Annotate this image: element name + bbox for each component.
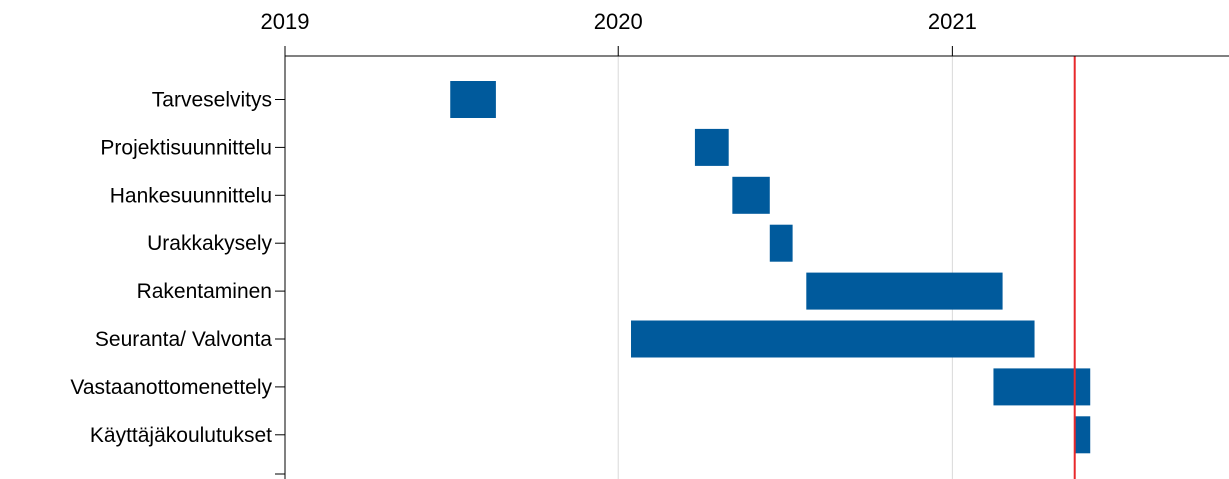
task-bar: [450, 81, 496, 118]
axes: [275, 55, 1229, 479]
task-bar: [732, 176, 770, 214]
x-tick-label-2019: 2019: [261, 9, 310, 34]
task-bar: [694, 128, 729, 166]
task-label: Projektisuunnittelu: [100, 136, 272, 159]
task-label: Rakentaminen: [137, 280, 272, 303]
task-label: Hankesuunnittelu: [110, 184, 272, 207]
task-bar: [993, 368, 1091, 406]
task-label: Seuranta/ Valvonta: [95, 328, 272, 351]
task-bars: [450, 81, 1091, 454]
task-bar: [769, 224, 793, 262]
task-bar: [806, 272, 1003, 310]
task-labels: Tarveselvitys Projektisuunnittelu Hankesuu…: [70, 89, 285, 447]
x-tick-label-2020: 2020: [594, 9, 643, 34]
task-label: Urakkakysely: [147, 232, 272, 255]
task-bar: [1074, 416, 1091, 454]
x-axis-ticks: 2019 2020 2021: [261, 9, 977, 56]
task-label: Tarveselvitys: [152, 89, 272, 112]
gridlines: [617, 46, 953, 479]
task-label: Käyttäjäkoulutukset: [90, 424, 272, 447]
x-tick-label-2021: 2021: [928, 9, 977, 34]
task-bar: [631, 320, 1035, 358]
task-label: Vastaanottomenettely: [70, 376, 272, 399]
